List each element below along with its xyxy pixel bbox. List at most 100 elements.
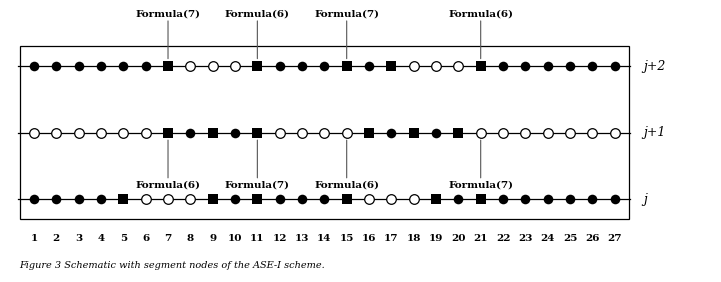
Point [140, 64, 151, 68]
Text: 10: 10 [228, 234, 242, 243]
Point [408, 197, 420, 202]
Point [453, 64, 464, 68]
Point [520, 197, 531, 202]
Text: 18: 18 [407, 234, 421, 243]
Text: Formula(7): Formula(7) [225, 140, 290, 190]
Text: 12: 12 [273, 234, 287, 243]
Text: Formula(7): Formula(7) [448, 140, 513, 190]
Point [475, 197, 487, 202]
Point [296, 130, 308, 135]
Point [453, 197, 464, 202]
Point [542, 64, 554, 68]
Point [95, 130, 107, 135]
Text: 23: 23 [518, 234, 533, 243]
Text: 11: 11 [250, 234, 265, 243]
Point [565, 130, 576, 135]
Point [497, 64, 509, 68]
Point [296, 197, 308, 202]
Text: j+2: j+2 [644, 60, 666, 72]
Text: 17: 17 [384, 234, 399, 243]
Text: 6: 6 [142, 234, 149, 243]
Point [28, 130, 40, 135]
Point [341, 197, 353, 202]
Point [520, 64, 531, 68]
Text: Formula(7): Formula(7) [314, 9, 379, 59]
Point [430, 64, 442, 68]
Point [229, 197, 241, 202]
Point [386, 130, 397, 135]
Text: 4: 4 [97, 234, 105, 243]
Text: 13: 13 [295, 234, 309, 243]
Text: 19: 19 [429, 234, 443, 243]
Point [140, 130, 151, 135]
Point [50, 197, 62, 202]
Point [542, 197, 554, 202]
Point [28, 197, 40, 202]
Text: Figure 3 Schematic with segment nodes of the ASE-I scheme.: Figure 3 Schematic with segment nodes of… [19, 261, 325, 270]
Text: 2: 2 [53, 234, 60, 243]
Point [520, 130, 531, 135]
Point [162, 197, 174, 202]
Point [207, 64, 218, 68]
Text: 1: 1 [30, 234, 37, 243]
Point [207, 130, 218, 135]
Point [587, 64, 598, 68]
Text: Formula(7): Formula(7) [136, 9, 200, 59]
Point [565, 64, 576, 68]
Point [95, 197, 107, 202]
Point [363, 197, 375, 202]
Text: 25: 25 [563, 234, 578, 243]
Text: 21: 21 [474, 234, 488, 243]
Point [609, 64, 621, 68]
Point [207, 197, 218, 202]
Point [430, 197, 442, 202]
Point [341, 64, 353, 68]
Point [73, 197, 84, 202]
Text: 5: 5 [120, 234, 127, 243]
Point [118, 197, 129, 202]
Point [185, 197, 196, 202]
Point [252, 197, 263, 202]
Text: 3: 3 [75, 234, 82, 243]
Text: 7: 7 [164, 234, 172, 243]
Point [28, 64, 40, 68]
Point [140, 197, 151, 202]
Text: 9: 9 [209, 234, 216, 243]
Point [252, 130, 263, 135]
Point [408, 64, 420, 68]
Point [363, 64, 375, 68]
Point [162, 130, 174, 135]
Point [274, 64, 286, 68]
Point [565, 197, 576, 202]
Text: 14: 14 [317, 234, 332, 243]
Point [475, 130, 487, 135]
Point [118, 64, 129, 68]
Point [386, 64, 397, 68]
Point [542, 130, 554, 135]
Point [73, 130, 84, 135]
Point [341, 130, 353, 135]
Point [386, 197, 397, 202]
Point [587, 130, 598, 135]
Point [73, 64, 84, 68]
Text: Formula(6): Formula(6) [136, 140, 200, 190]
Point [363, 130, 375, 135]
Text: j: j [644, 193, 647, 206]
Text: 20: 20 [451, 234, 466, 243]
Point [229, 64, 241, 68]
Bar [20, 46, 629, 219]
Text: j+1: j+1 [644, 126, 666, 139]
Text: 8: 8 [187, 234, 194, 243]
Point [95, 64, 107, 68]
Point [497, 130, 509, 135]
Text: Formula(6): Formula(6) [314, 140, 379, 190]
Point [296, 64, 308, 68]
Point [453, 130, 464, 135]
Point [609, 197, 621, 202]
Point [430, 130, 442, 135]
Point [587, 197, 598, 202]
Text: Formula(6): Formula(6) [225, 9, 290, 59]
Text: 16: 16 [362, 234, 376, 243]
Point [408, 130, 420, 135]
Point [162, 64, 174, 68]
